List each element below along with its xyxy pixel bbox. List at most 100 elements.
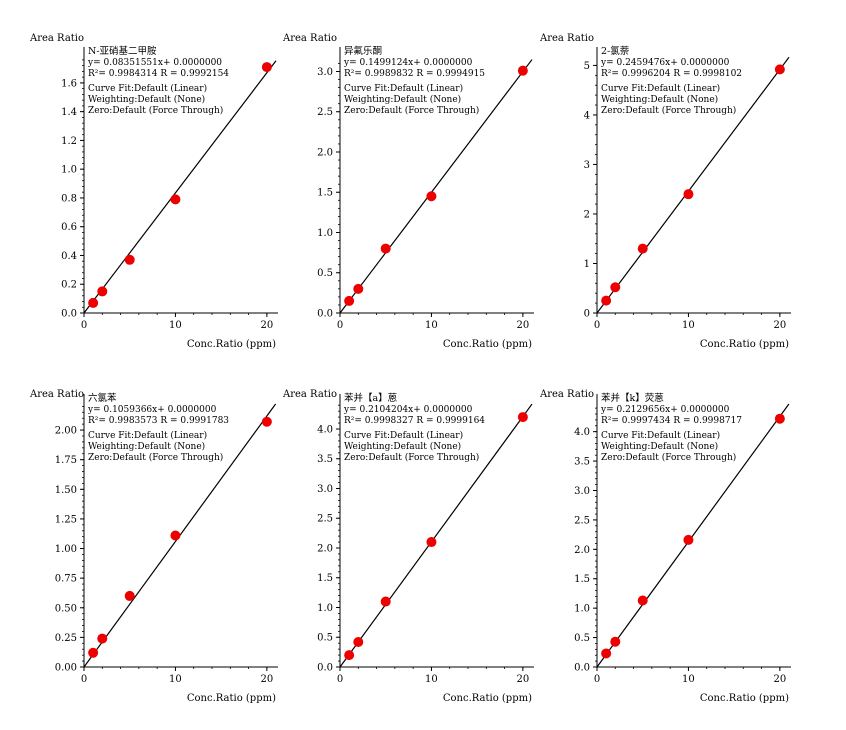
regression-line [596,403,790,668]
y-tick-label: 2.5 [317,514,333,525]
data-point [344,295,355,306]
y-tick-label: 0.0 [317,663,333,674]
x-axis-label: Conc.Ratio (ppm) [700,339,789,350]
y-tick-label: 2.00 [55,426,77,437]
x-tick-label: 10 [682,320,695,331]
zero-info: Zero:Default (Force Through) [344,452,479,463]
x-tick-label: 10 [169,320,182,331]
y-tick-label: 0.0 [574,663,590,674]
compound-name: N-亚硝基二甲胺 [88,45,157,57]
calibration-chart-1: Area Ratio 0.0 0.2 0.4 0.6 0.8 1.0 1.2 1.4 1.6 0 10… [29,33,278,350]
x-tick-label: 20 [516,320,529,331]
y-tick-label: 2.0 [317,147,333,158]
y-tick-label: 0.5 [574,633,590,644]
data-point [610,636,621,647]
data-point [517,412,528,423]
x-tick-label: 20 [773,320,786,331]
y-tick-label: 3.5 [317,454,333,465]
y-tick-label: 3.5 [574,457,590,468]
regression-line [339,403,533,668]
compound-name: 苯并【a】蒽 [344,392,398,404]
fit-statistics: R²= 0.9998327 R = 0.9999164 [344,416,485,426]
y-tick-label: 1.5 [574,574,590,585]
zero-info: Zero:Default (Force Through) [344,105,479,116]
curve-fit-info: Curve Fit:Default (Linear) [601,83,720,94]
curve-fit-info: Curve Fit:Default (Linear) [601,430,720,441]
data-point [426,537,437,548]
x-tick-label: 20 [260,320,273,331]
regression-line [83,60,277,314]
data-point [170,194,181,205]
compound-name: 苯并【k】荧蒽 [601,392,664,404]
x-tick-label: 20 [773,674,786,685]
x-tick-label: 10 [682,674,695,685]
y-axis-label: Area Ratio [29,33,84,44]
data-point [88,297,99,308]
calibration-chart-3: Area Ratio 0 1 2 3 4 5 0 10 20 Conc.Ratio (ppm) 2-氯… [539,33,791,350]
y-tick-label: 0.75 [55,574,77,585]
x-tick-label: 0 [81,320,87,331]
y-tick-label: 2.5 [574,515,590,526]
y-tick-label: 2.5 [317,107,333,118]
data-point [426,191,437,202]
x-axis-label: Conc.Ratio (ppm) [443,339,532,350]
regression-equation: y= 0.1499124x+ 0.0000000 [343,58,473,68]
data-point [353,637,364,648]
y-tick-label: 4 [584,110,590,121]
x-tick-label: 0 [594,320,600,331]
x-axis-label: Conc.Ratio (ppm) [187,693,276,704]
x-tick-label: 0 [337,674,343,685]
x-tick-label: 0 [81,674,87,685]
data-point [380,243,391,254]
y-tick-label: 5 [584,61,590,72]
fit-statistics: R²= 0.9989832 R = 0.9994915 [344,69,485,79]
weighting-info: Weighting:Default (None) [601,441,718,452]
data-point [637,595,648,606]
y-tick-label: 1.5 [317,188,333,199]
compound-name: 异氟乐酮 [344,45,382,57]
regression-equation: y= 0.2459476x+ 0.0000000 [600,58,730,68]
data-point [774,413,785,424]
y-tick-label: 0.4 [61,251,77,262]
data-point [344,650,355,661]
zero-info: Zero:Default (Force Through) [601,105,736,116]
y-tick-label: 1.4 [61,107,77,118]
x-tick-label: 0 [594,674,600,685]
x-axis-label: Conc.Ratio (ppm) [443,693,532,704]
regression-equation: y= 0.2129656x+ 0.0000000 [600,405,730,415]
y-tick-label: 0 [584,309,590,320]
zero-info: Zero:Default (Force Through) [88,105,223,116]
y-tick-label: 1 [584,259,590,270]
y-tick-label: 4.0 [317,424,333,435]
curve-fit-info: Curve Fit:Default (Linear) [344,430,463,441]
x-tick-label: 10 [169,674,182,685]
data-point [517,65,528,76]
x-tick-label: 20 [260,674,273,685]
y-tick-label: 0.25 [55,633,77,644]
y-axis-label: Area Ratio [282,389,337,400]
y-tick-label: 2 [584,209,590,220]
y-tick-label: 1.6 [61,78,77,89]
x-axis-label: Conc.Ratio (ppm) [700,693,789,704]
calibration-chart-2: Area Ratio 0.0 0.5 1.0 1.5 2.0 2.5 3.0 0 10 20 Conc… [282,33,534,350]
data-point [683,534,694,545]
y-tick-label: 1.0 [317,603,333,614]
calibration-chart-6: Area Ratio 0.0 0.5 1.0 1.5 2.0 2.5 3.0 3.5 4.0 0 10… [539,389,791,704]
y-tick-label: 0.50 [55,603,77,614]
y-tick-label: 1.2 [61,136,77,147]
y-tick-label: 1.50 [55,485,77,496]
fit-statistics: R²= 0.9983573 R = 0.9991783 [88,416,229,426]
y-tick-label: 0.00 [55,663,77,674]
y-axis-label: Area Ratio [539,33,594,44]
compound-name: 六氯苯 [88,392,117,404]
data-point [88,647,99,658]
curve-fit-info: Curve Fit:Default (Linear) [344,83,463,94]
data-point [601,295,612,306]
regression-line [596,56,790,314]
zero-info: Zero:Default (Force Through) [88,452,223,463]
y-tick-label: 3.0 [317,484,333,495]
fit-statistics: R²= 0.9984314 R = 0.9992154 [88,69,229,79]
x-tick-label: 10 [425,674,438,685]
y-tick-label: 1.0 [574,604,590,615]
